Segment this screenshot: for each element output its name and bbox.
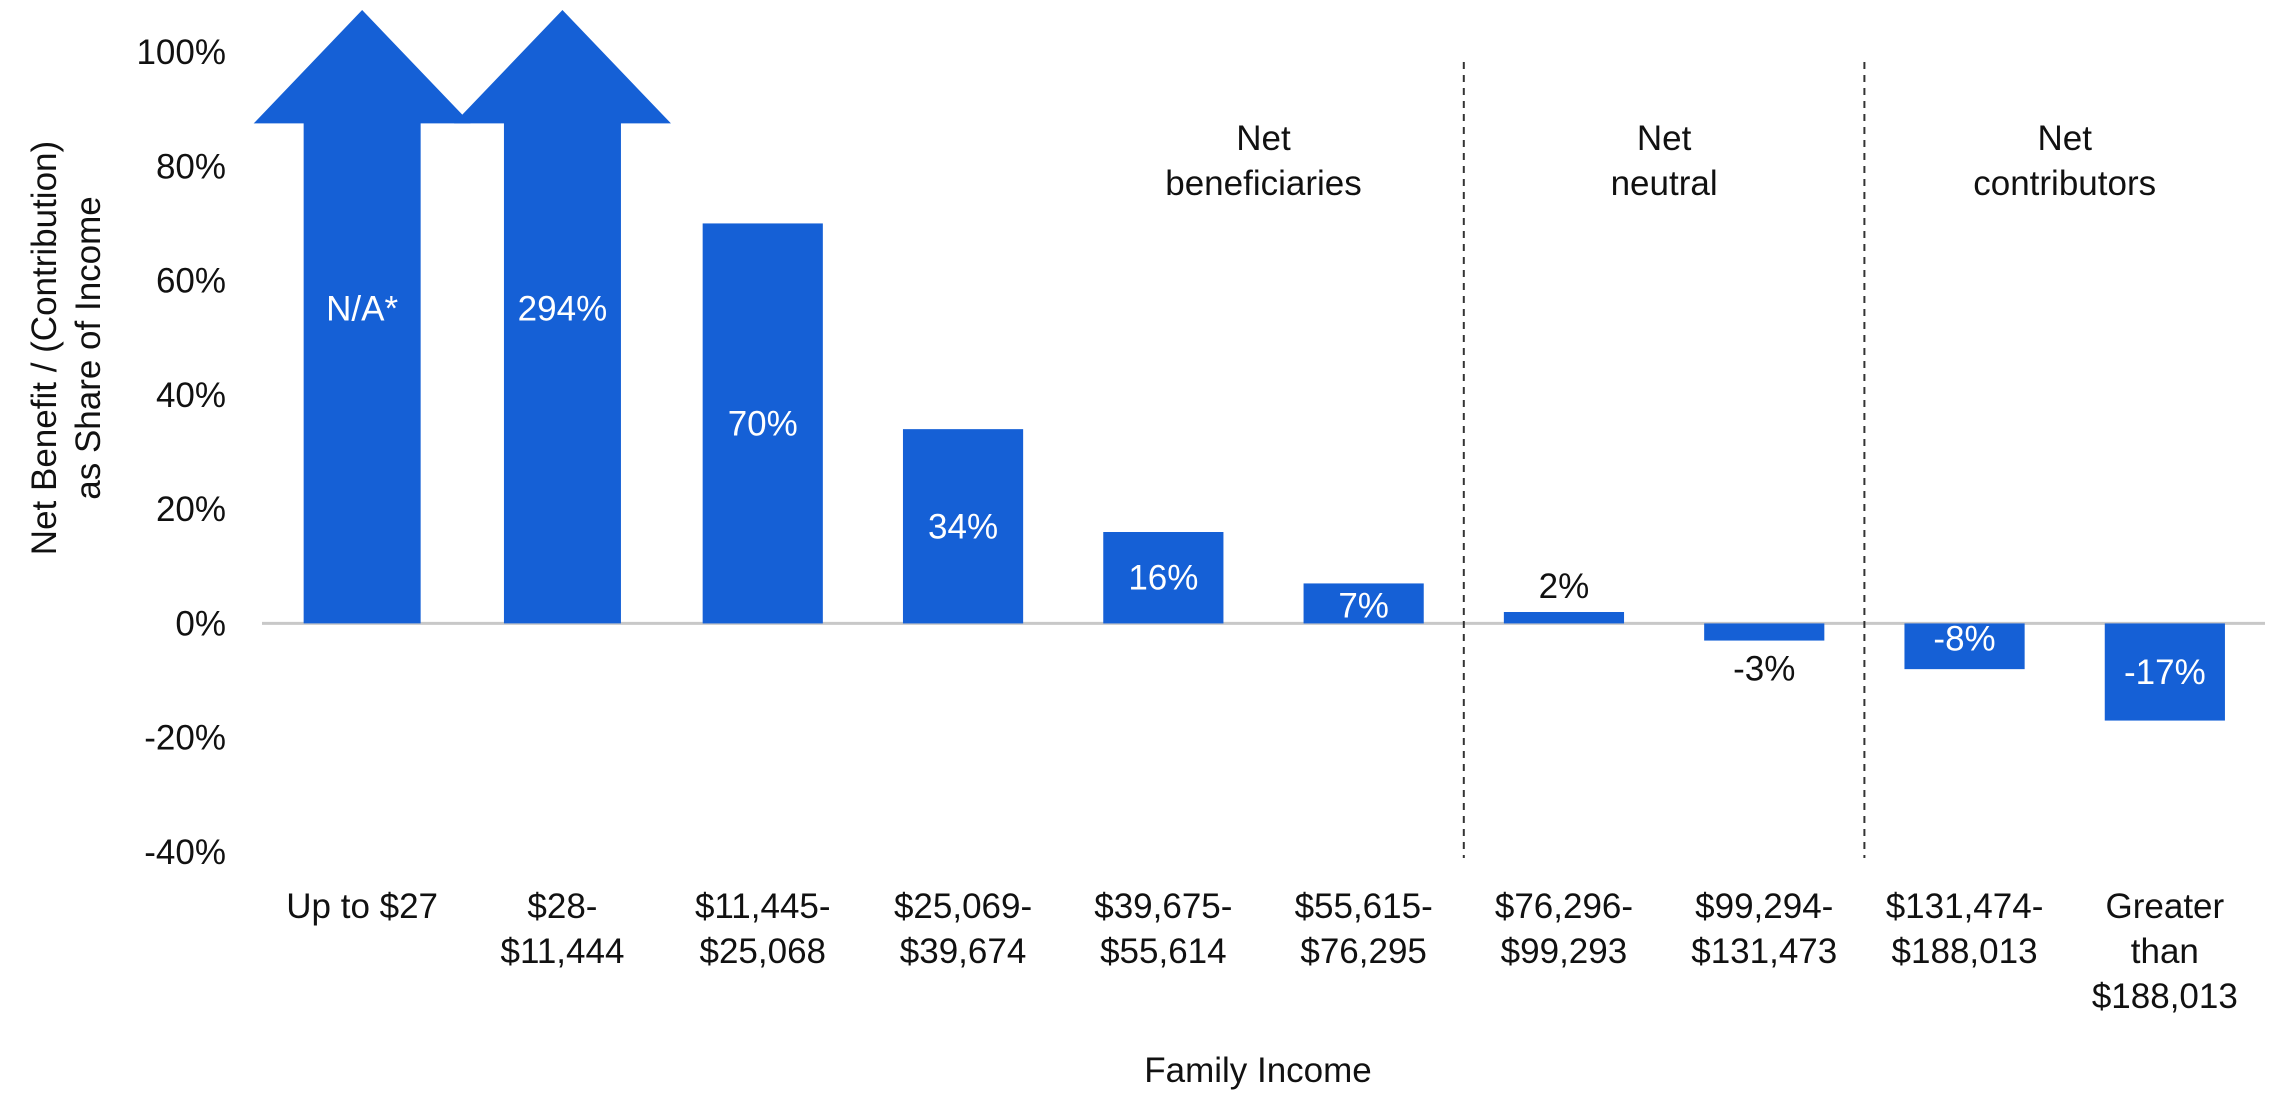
bar-value-label: 7% xyxy=(1338,586,1389,625)
bar-value-label: 70% xyxy=(728,404,798,443)
x-category-line: $188,013 xyxy=(1892,932,2038,971)
x-category-line: $55,614 xyxy=(1100,932,1227,971)
x-category-line: $28- xyxy=(527,887,597,926)
x-category-label: $11,445- $25,068 xyxy=(695,887,831,971)
bar-value-label: -8% xyxy=(1933,619,1995,658)
y-tick-label: 100% xyxy=(136,33,226,72)
x-axis-categories: Up to $27 $28- $11,444 $11,445- $25,068 $25,0… xyxy=(286,887,2238,1016)
x-category-line: $25,069- xyxy=(894,887,1032,926)
bar xyxy=(1303,583,1424,624)
x-category-line: $188,013 xyxy=(2092,977,2238,1016)
group-label: Net neutral xyxy=(1611,119,1718,203)
x-category-line: than xyxy=(2131,932,2199,971)
bar-value-label: -3% xyxy=(1733,650,1795,689)
bar-value-label: 16% xyxy=(1128,559,1198,598)
y-tick-label: 60% xyxy=(156,262,226,301)
group-label-line: contributors xyxy=(1973,164,2156,203)
x-category-line: $11,445- xyxy=(695,887,831,926)
bar xyxy=(1103,532,1224,624)
x-category-line: $39,675- xyxy=(1094,887,1232,926)
x-category-line: $55,615- xyxy=(1295,887,1433,926)
x-category-label: $76,296- $99,293 xyxy=(1495,887,1633,971)
group-label: Net contributors xyxy=(1973,119,2156,203)
y-axis-title-line: Net Benefit / (Contribution) xyxy=(25,141,64,555)
x-category-label: Up to $27 xyxy=(286,887,438,926)
bar xyxy=(2104,623,2225,721)
group-label-line: Net xyxy=(1637,119,1692,158)
bars: N/A* 294% 70% 34% 16% 7% 2% -3% -8% -17% xyxy=(253,10,2225,721)
group-labels: Net beneficiaries Net neutral Net contributor… xyxy=(1165,119,2156,203)
x-category-line: $11,444 xyxy=(500,932,624,971)
x-category-label: $55,615- $76,295 xyxy=(1295,887,1433,971)
x-category-line: $99,293 xyxy=(1501,932,1628,971)
x-category-label: $131,474- $188,013 xyxy=(1886,887,2044,971)
group-label-line: neutral xyxy=(1611,164,1718,203)
x-category-line: Up to $27 xyxy=(286,887,438,926)
x-category-line: $131,474- xyxy=(1886,887,2044,926)
y-axis-title-text: Net Benefit / (Contribution) as Share of … xyxy=(25,141,108,555)
x-category-line: $76,296- xyxy=(1495,887,1633,926)
group-label: Net beneficiaries xyxy=(1165,119,1362,203)
y-tick-label: 40% xyxy=(156,376,226,415)
y-tick-label: 80% xyxy=(156,147,226,186)
bar-value-label: 294% xyxy=(518,290,608,329)
x-category-line: $99,294- xyxy=(1695,887,1833,926)
bar xyxy=(702,223,823,624)
y-axis-title-line: as Share of Income xyxy=(69,196,108,500)
y-tick-label: 0% xyxy=(175,604,226,643)
y-tick-label: 20% xyxy=(156,490,226,529)
y-axis: -40% -20% 0% 20% 40% 60% 80% 100% xyxy=(136,33,226,872)
bar-arrow-off-scale xyxy=(453,10,671,624)
group-dividers xyxy=(1462,62,1866,858)
x-axis-title: Family Income xyxy=(1144,1051,1372,1090)
bar-value-label: -17% xyxy=(2124,653,2206,692)
x-category-line: $25,068 xyxy=(699,932,826,971)
x-category-line: $76,295 xyxy=(1300,932,1427,971)
bar-value-label: 34% xyxy=(928,507,998,546)
x-category-label: $25,069- $39,674 xyxy=(894,887,1032,971)
y-tick-label: -40% xyxy=(144,833,226,872)
bar-arrow-off-scale xyxy=(253,10,471,624)
x-category-line: $131,473 xyxy=(1691,932,1837,971)
group-label-line: Net xyxy=(1236,119,1291,158)
x-category-label: $28- $11,444 xyxy=(500,887,624,971)
y-axis-title: Net Benefit / (Contribution) as Share of … xyxy=(25,141,108,555)
bar xyxy=(902,429,1024,624)
bar-value-label: 2% xyxy=(1539,567,1590,606)
group-label-line: beneficiaries xyxy=(1165,164,1362,203)
x-category-label: $39,675- $55,614 xyxy=(1094,887,1232,971)
x-category-line: Greater xyxy=(2106,887,2225,926)
bar xyxy=(1904,623,2025,670)
x-category-label: $99,294- $131,473 xyxy=(1691,887,1837,971)
x-category-label: Greater than $188,013 xyxy=(2092,887,2238,1016)
y-tick-label: -20% xyxy=(144,719,226,758)
bar xyxy=(1503,612,1625,624)
bar xyxy=(1704,623,1825,641)
x-category-line: $39,674 xyxy=(900,932,1027,971)
group-label-line: Net xyxy=(2037,119,2092,158)
bar-value-label: N/A* xyxy=(326,290,398,329)
